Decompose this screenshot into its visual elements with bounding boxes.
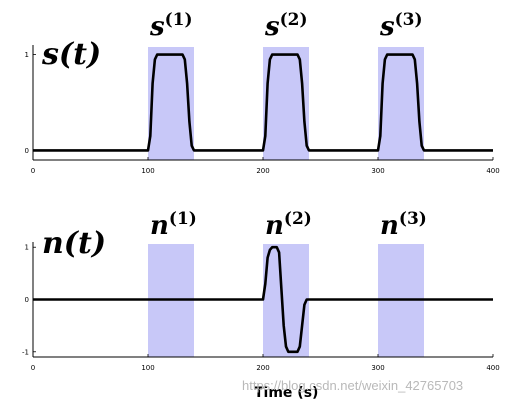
panel-s: 0 100 200 300 400 01 s(1) s(2) s(3) s(t) [25,10,500,175]
y-tick-label: 1 [25,244,29,252]
interval-label-superscript: (1) [165,10,193,30]
panel-title-text: n(t) [42,226,106,261]
interval-label-superscript: (3) [399,209,427,229]
x-tick-label: 100 [141,364,154,372]
panel-n: 0 100 200 300 400 -101 n(1) n(2) n(3) n(t) [22,209,500,372]
noise-curve [33,245,493,354]
x-tick-label: 100 [141,167,154,175]
interval-label-2: n(2) [265,209,312,241]
x-tick-label: 300 [371,364,384,372]
interval-label-3: n(3) [380,209,427,241]
interval-label-base: s [379,12,395,42]
y-tick-label: 0 [25,296,29,304]
interval-label-superscript: (2) [280,10,308,30]
interval-label-base: n [380,211,399,241]
y-tick-label: 0 [25,147,29,155]
x-tick-label: 400 [486,167,499,175]
signal-curve [33,53,493,152]
panel-title: n(t) [42,226,106,261]
y-tick-label: -1 [22,348,29,356]
interval-label-superscript: (3) [395,10,423,30]
interval-labels: s(1) s(2) s(3) [149,10,423,42]
panel-title: s(t) [41,37,101,72]
interval-labels: n(1) n(2) n(3) [150,209,427,241]
panel-title-text: s(t) [41,37,101,72]
interval-label-1: s(1) [149,10,193,42]
x-axis-label: Time (s) [254,385,318,401]
x-ticks: 0 100 200 300 400 [31,354,500,372]
x-tick-label: 200 [256,364,269,372]
x-tick-label: 300 [371,167,384,175]
x-ticks: 0 100 200 300 400 [31,157,500,175]
x-tick-label: 0 [31,167,35,175]
interval-label-3: s(3) [379,10,423,42]
y-tick-label: 1 [25,51,29,59]
interval-label-base: n [150,211,169,241]
interval-label-superscript: (2) [284,209,312,229]
interval-label-1: n(1) [150,209,197,241]
interval-label-base: s [264,12,280,42]
interval-label-superscript: (1) [169,209,197,229]
watermark: https://blog.csdn.net/weixin_42765703 [242,378,463,393]
interval-label-base: n [265,211,284,241]
x-tick-label: 400 [486,364,499,372]
y-ticks: 01 [25,51,36,155]
interval-label-2: s(2) [264,10,308,42]
x-tick-label: 200 [256,167,269,175]
interval-label-base: s [149,12,165,42]
x-tick-label: 0 [31,364,35,372]
